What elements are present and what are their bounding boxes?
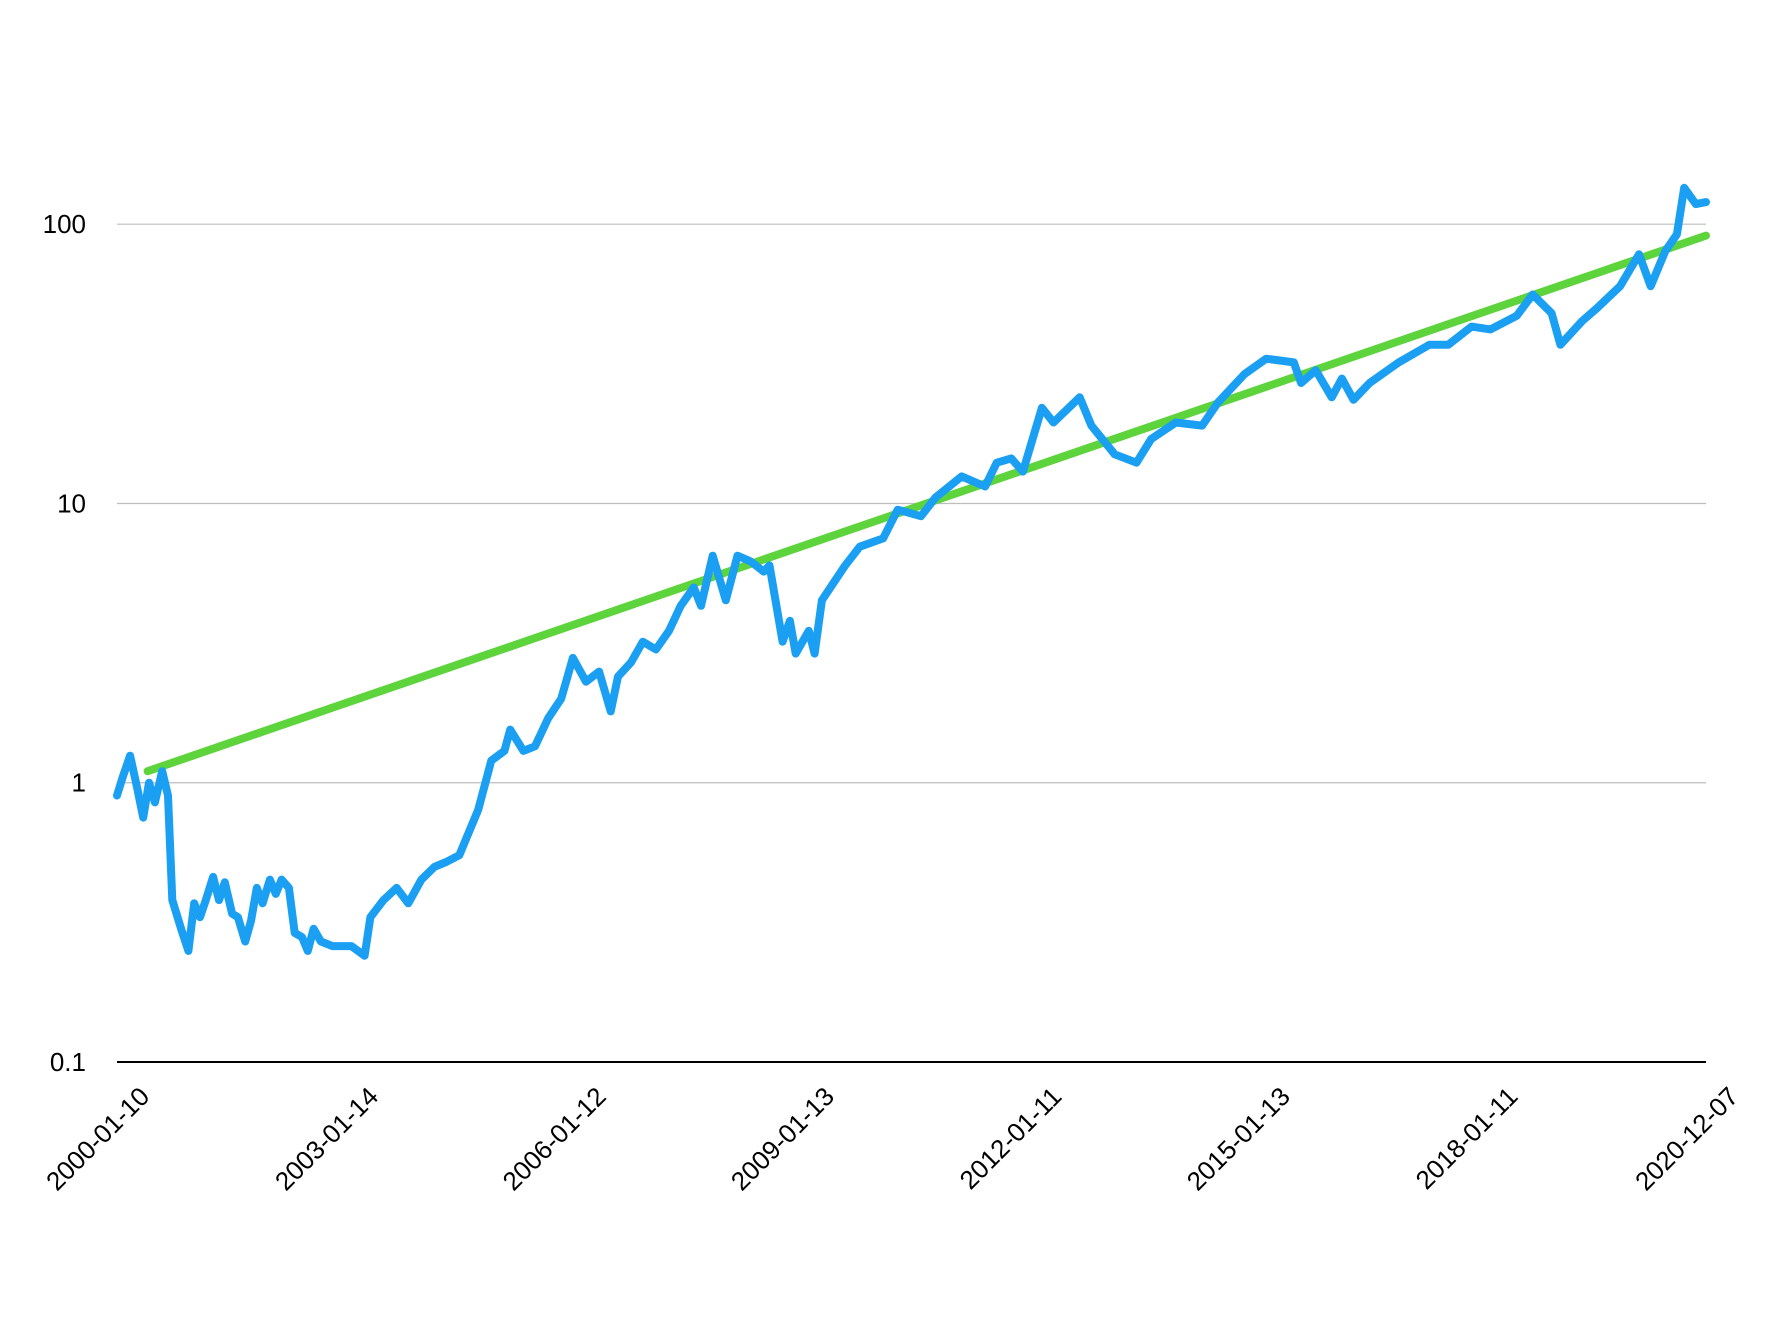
x-tick-label: 2003-01-14 — [269, 1081, 384, 1196]
x-tick-label: 2000-01-10 — [40, 1081, 155, 1196]
y-tick-label: 10 — [57, 488, 86, 518]
x-tick-label: 2009-01-13 — [725, 1081, 840, 1196]
y-tick-label: 0.1 — [50, 1047, 86, 1077]
x-tick-label: 2020-12-07 — [1629, 1081, 1744, 1196]
y-tick-label: 1 — [72, 768, 86, 798]
x-tick-label: 2018-01-11 — [1410, 1081, 1524, 1195]
x-tick-label: 2015-01-13 — [1181, 1081, 1296, 1196]
x-tick-label: 2006-01-12 — [496, 1081, 611, 1196]
y-tick-label: 100 — [43, 209, 86, 239]
x-tick-label: 2012-01-11 — [954, 1081, 1068, 1195]
data-line — [113, 183, 1710, 960]
